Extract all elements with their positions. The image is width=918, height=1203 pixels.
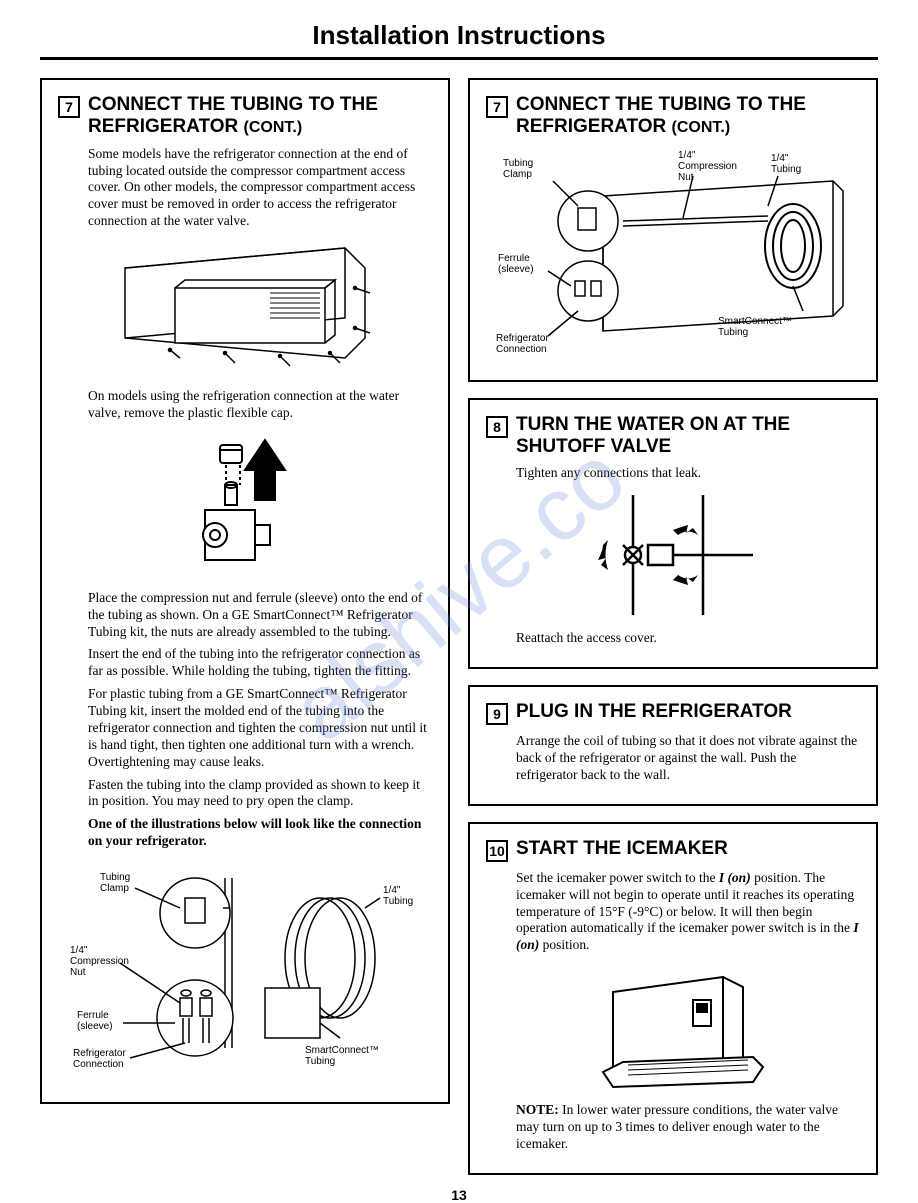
step-number: 8 [486,416,508,438]
step-10-box: 10 START THE ICEMAKER Set the icemaker p… [468,822,878,1175]
connection-callouts-diagram: Tubing Clamp 1/4" Compression Nut Ferrul… [65,858,425,1078]
paragraph: Place the compression nut and ferrule (s… [88,590,432,641]
page-title: Installation Instructions [40,20,878,51]
text: position. [539,937,589,952]
step-title: TURN THE WATER ON AT THE SHUTOFF VALVE [516,414,860,458]
paragraph: Reattach the access cover. [516,630,860,647]
note-paragraph: NOTE: In lower water pressure conditions… [516,1102,860,1153]
svg-text:Tubing: Tubing [305,1056,335,1067]
svg-text:Refrigerator: Refrigerator [73,1048,126,1059]
svg-text:Tubing: Tubing [503,158,533,169]
right-column: 7 CONNECT THE TUBING TO THE REFRIGERATOR… [468,78,878,1175]
svg-text:(sleeve): (sleeve) [498,264,534,275]
svg-text:SmartConnect™: SmartConnect™ [718,316,792,327]
step-number: 10 [486,840,508,862]
step-title: CONNECT THE TUBING TO THE REFRIGERATOR (… [88,94,432,138]
svg-text:Ferrule: Ferrule [77,1010,109,1021]
svg-text:Nut: Nut [70,967,86,978]
svg-text:Compression: Compression [70,956,129,967]
step-cont: (CONT.) [244,119,303,136]
step-7-box-right: 7 CONNECT THE TUBING TO THE REFRIGERATOR… [468,78,878,382]
svg-text:Nut: Nut [678,172,694,183]
svg-text:SmartConnect™: SmartConnect™ [305,1045,379,1056]
step-header: 10 START THE ICEMAKER [486,838,860,862]
svg-text:1/4": 1/4" [383,885,401,896]
left-column: 7 CONNECT THE TUBING TO THE REFRIGERATOR… [40,78,450,1175]
step-9-box: 9 PLUG IN THE REFRIGERATOR Arrange the c… [468,685,878,806]
step-number: 9 [486,703,508,725]
svg-text:Connection: Connection [73,1059,124,1070]
step-title-text: CONNECT THE TUBING TO THE REFRIGERATOR [516,94,806,137]
paragraph: Arrange the coil of tubing so that it do… [516,733,860,784]
ion-text: I (on) [719,870,751,885]
paragraph: For plastic tubing from a GE SmartConnec… [88,686,432,770]
icemaker-switch-diagram [573,962,773,1092]
paragraph: Set the icemaker power switch to the I (… [516,870,860,954]
compressor-cover-diagram [95,238,395,378]
svg-text:Clamp: Clamp [503,169,532,180]
refrigerator-back-diagram: Tubing Clamp 1/4" Compression Nut 1/4" T… [493,146,853,356]
paragraph: Fasten the tubing into the clamp provide… [88,777,432,811]
paragraph-bold: One of the illustrations below will look… [88,816,432,850]
svg-text:1/4": 1/4" [70,945,88,956]
step-header: 9 PLUG IN THE REFRIGERATOR [486,701,860,725]
svg-text:Tubing: Tubing [718,327,748,338]
step-8-box: 8 TURN THE WATER ON AT THE SHUTOFF VALVE… [468,398,878,669]
svg-text:Refrigerator: Refrigerator [496,333,549,344]
step-title: PLUG IN THE REFRIGERATOR [516,701,792,723]
svg-text:Tubing: Tubing [100,872,130,883]
svg-text:Tubing: Tubing [383,896,413,907]
step-7-box-left: 7 CONNECT THE TUBING TO THE REFRIGERATOR… [40,78,450,1104]
step-cont: (CONT.) [672,119,731,136]
content-columns: 7 CONNECT THE TUBING TO THE REFRIGERATOR… [40,78,878,1175]
page-number: 13 [40,1187,878,1203]
title-rule [40,57,878,60]
note-label: NOTE: [516,1102,559,1117]
svg-text:Tubing: Tubing [771,164,801,175]
step-title: START THE ICEMAKER [516,838,728,860]
step-title-text: CONNECT THE TUBING TO THE REFRIGERATOR [88,94,378,137]
step-title: CONNECT THE TUBING TO THE REFRIGERATOR (… [516,94,860,138]
text: Set the icemaker power switch to the [516,870,719,885]
step-header: 7 CONNECT THE TUBING TO THE REFRIGERATOR… [58,94,432,138]
paragraph: Insert the end of the tubing into the re… [88,646,432,680]
step-header: 7 CONNECT THE TUBING TO THE REFRIGERATOR… [486,94,860,138]
svg-text:1/4": 1/4" [678,150,696,161]
valve-cap-diagram [170,430,320,580]
paragraph: Some models have the refrigerator connec… [88,146,432,230]
step-number: 7 [486,96,508,118]
svg-text:Compression: Compression [678,161,737,172]
svg-text:1/4": 1/4" [771,153,789,164]
shutoff-valve-diagram [573,490,773,620]
svg-text:(sleeve): (sleeve) [77,1021,113,1032]
step-header: 8 TURN THE WATER ON AT THE SHUTOFF VALVE [486,414,860,458]
step-number: 7 [58,96,80,118]
paragraph: On models using the refrigeration connec… [88,388,432,422]
note-text: In lower water pressure conditions, the … [516,1102,838,1151]
svg-text:Clamp: Clamp [100,883,129,894]
svg-text:Connection: Connection [496,344,547,355]
svg-text:Ferrule: Ferrule [498,253,530,264]
paragraph: Tighten any connections that leak. [516,465,860,482]
